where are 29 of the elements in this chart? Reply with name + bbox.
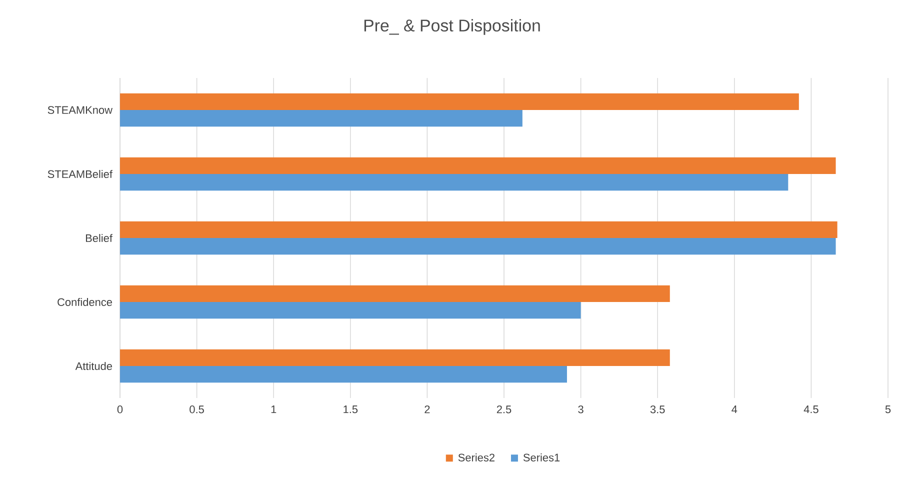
x-tick-label: 0.5 [190, 406, 204, 414]
legend-label: Series1 [523, 453, 560, 462]
bar [120, 221, 838, 238]
bar [120, 285, 670, 302]
x-tick-label: 5 [885, 406, 891, 414]
y-tick-label: Confidence [58, 298, 112, 306]
x-tick-label: 2.5 [496, 406, 512, 414]
y-tick-label: Attitude [75, 362, 112, 370]
bar [120, 302, 581, 319]
y-tick-label: STEAMBelief [48, 170, 113, 178]
x-tick-label: 1 [271, 406, 276, 414]
x-tick-label: 4.5 [804, 406, 818, 414]
x-tick-label: 3 [578, 406, 584, 414]
bar [120, 349, 670, 366]
x-tick-label: 1.5 [344, 406, 358, 414]
y-tick-label: Belief [86, 234, 113, 242]
x-tick-label: 2 [424, 406, 430, 414]
bar [120, 366, 567, 383]
x-tick-label: 0 [117, 406, 123, 414]
bar [120, 157, 836, 174]
bar [120, 174, 788, 191]
x-tick-label: 3.5 [650, 406, 665, 414]
bar [120, 110, 522, 127]
x-tick-label: 4 [732, 406, 738, 414]
chart-title: Pre_ & Post Disposition [364, 19, 540, 35]
bar [120, 93, 799, 110]
y-tick-label: STEAMKnow [48, 106, 113, 114]
bar [120, 238, 836, 255]
legend-label: Series2 [458, 453, 494, 462]
